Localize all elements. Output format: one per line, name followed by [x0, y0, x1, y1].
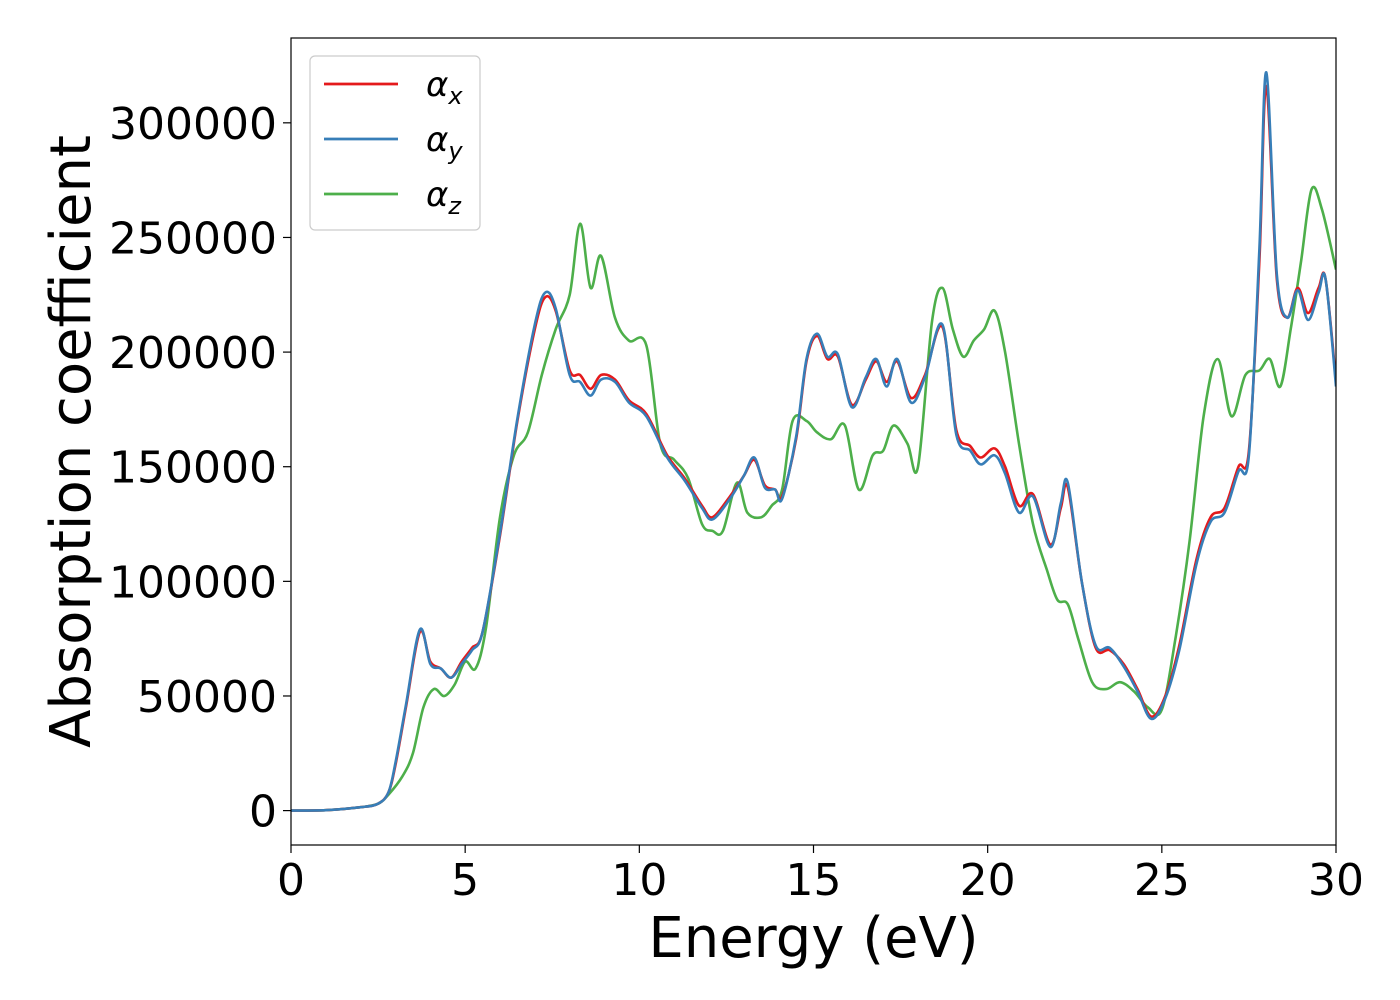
legend-label-z: αz	[426, 175, 462, 220]
legend-box	[309, 55, 481, 231]
legend-items: αx αy αz	[324, 65, 463, 220]
y-tick-label: 100000	[109, 557, 277, 608]
x-tick-label: 20	[960, 855, 1016, 906]
x-tick-label: 10	[611, 855, 667, 906]
y-tick-label: 50000	[137, 672, 277, 723]
y-tick-label: 150000	[109, 443, 277, 494]
x-tick-label: 0	[277, 855, 305, 906]
y-tick-label: 250000	[109, 213, 277, 264]
y-tick-label: 300000	[109, 99, 277, 150]
series-line-z	[291, 185, 1336, 812]
series-line-y	[291, 71, 1336, 812]
x-tick-label: 25	[1134, 855, 1190, 906]
x-tick-label: 15	[786, 855, 842, 906]
legend-label-x: αx	[426, 65, 463, 110]
legend: αx αy αz	[309, 55, 481, 231]
y-axis-label: Absorption coefficient	[39, 135, 104, 748]
x-tick-label: 5	[451, 855, 479, 906]
y-tick-label: 200000	[109, 328, 277, 379]
y-tick-label: 0	[249, 787, 277, 838]
series-layer	[291, 71, 1336, 812]
x-axis-ticks: 0 5 10 15 20 25 30	[277, 845, 1364, 906]
x-tick-label: 30	[1308, 855, 1364, 906]
legend-label-y: αy	[426, 120, 463, 165]
x-axis-label: Energy (eV)	[648, 906, 978, 971]
y-axis-ticks: 0 50000 100000 150000 200000 250000 300000	[109, 99, 291, 838]
